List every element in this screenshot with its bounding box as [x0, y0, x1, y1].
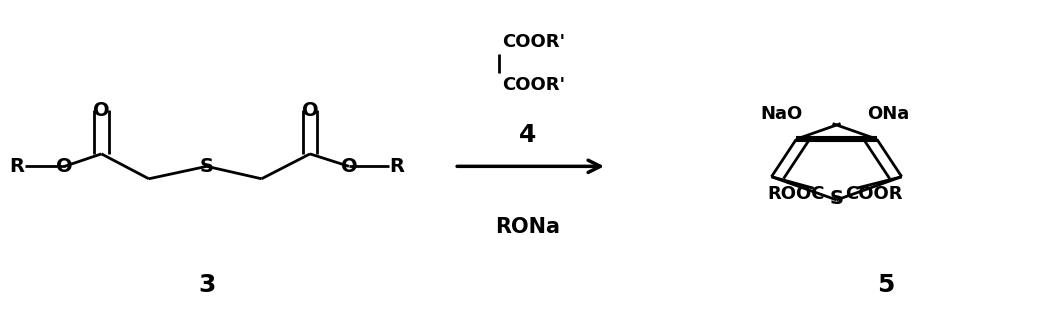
Text: COOR': COOR': [502, 33, 565, 51]
Text: R: R: [389, 157, 404, 176]
Text: R: R: [10, 157, 24, 176]
Text: S: S: [200, 157, 213, 176]
Text: COOR': COOR': [502, 76, 565, 95]
Text: COOR: COOR: [845, 185, 903, 203]
Text: RONa: RONa: [495, 217, 561, 237]
Text: S: S: [830, 189, 844, 208]
Text: NaO: NaO: [761, 105, 804, 123]
Text: O: O: [56, 157, 73, 176]
Text: ROOC: ROOC: [768, 185, 825, 203]
Text: 5: 5: [878, 273, 894, 297]
Text: O: O: [302, 101, 318, 120]
Text: ONa: ONa: [867, 105, 909, 123]
Text: O: O: [341, 157, 357, 176]
Text: O: O: [93, 101, 110, 120]
Text: 3: 3: [199, 273, 215, 297]
Text: 4: 4: [520, 123, 536, 147]
